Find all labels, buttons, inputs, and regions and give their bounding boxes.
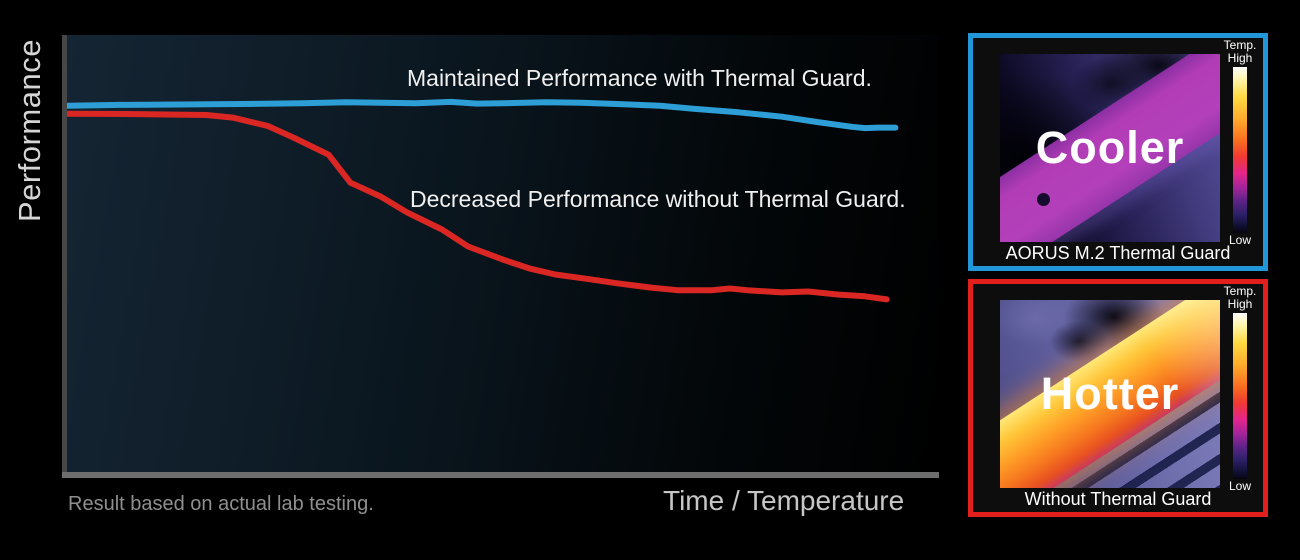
- screw-dot: [1037, 193, 1051, 207]
- line-chart-svg: [67, 98, 899, 303]
- annotation-decreased: Decreased Performance without Thermal Gu…: [410, 186, 906, 212]
- temp-label: Temp.: [1223, 38, 1257, 52]
- thermal-image-hotter: Hotter: [1000, 300, 1220, 488]
- high-label: High: [1227, 51, 1253, 65]
- y-axis-label: Performance: [12, 39, 47, 223]
- hotter-caption: Without Thermal Guard: [1024, 489, 1212, 509]
- temp-scale-gradient: [1233, 313, 1247, 479]
- temp-scale-gradient: [1233, 67, 1247, 233]
- thermal-panel-cooler: Cooler Temp. High Low AORUS M.2 Thermal …: [968, 33, 1268, 271]
- x-axis-line: [62, 472, 939, 478]
- thermal-panel-hotter: Hotter Temp. High Low Without Thermal Gu…: [968, 279, 1268, 517]
- high-label: High: [1227, 297, 1253, 311]
- lab-testing-footnote: Result based on actual lab testing.: [68, 493, 374, 515]
- thermal-image-cooler: Cooler: [1000, 54, 1220, 242]
- cooler-overlay-text: Cooler: [1035, 122, 1185, 173]
- chart-plot-area: Maintained Performance with Thermal Guar…: [67, 35, 939, 472]
- hotter-overlay-text: Hotter: [1040, 368, 1180, 419]
- y-axis-line: [62, 35, 67, 478]
- temp-scale-hotter: Temp. High Low: [1217, 285, 1263, 493]
- x-axis-label: Time / Temperature: [663, 485, 905, 516]
- temp-label: Temp.: [1223, 284, 1257, 298]
- annotation-maintained: Maintained Performance with Thermal Guar…: [407, 65, 872, 91]
- low-label: Low: [1228, 479, 1251, 493]
- low-label: Low: [1228, 233, 1251, 247]
- cooler-caption: AORUS M.2 Thermal Guard: [1005, 243, 1231, 263]
- temp-scale-cooler: Temp. High Low: [1217, 39, 1263, 247]
